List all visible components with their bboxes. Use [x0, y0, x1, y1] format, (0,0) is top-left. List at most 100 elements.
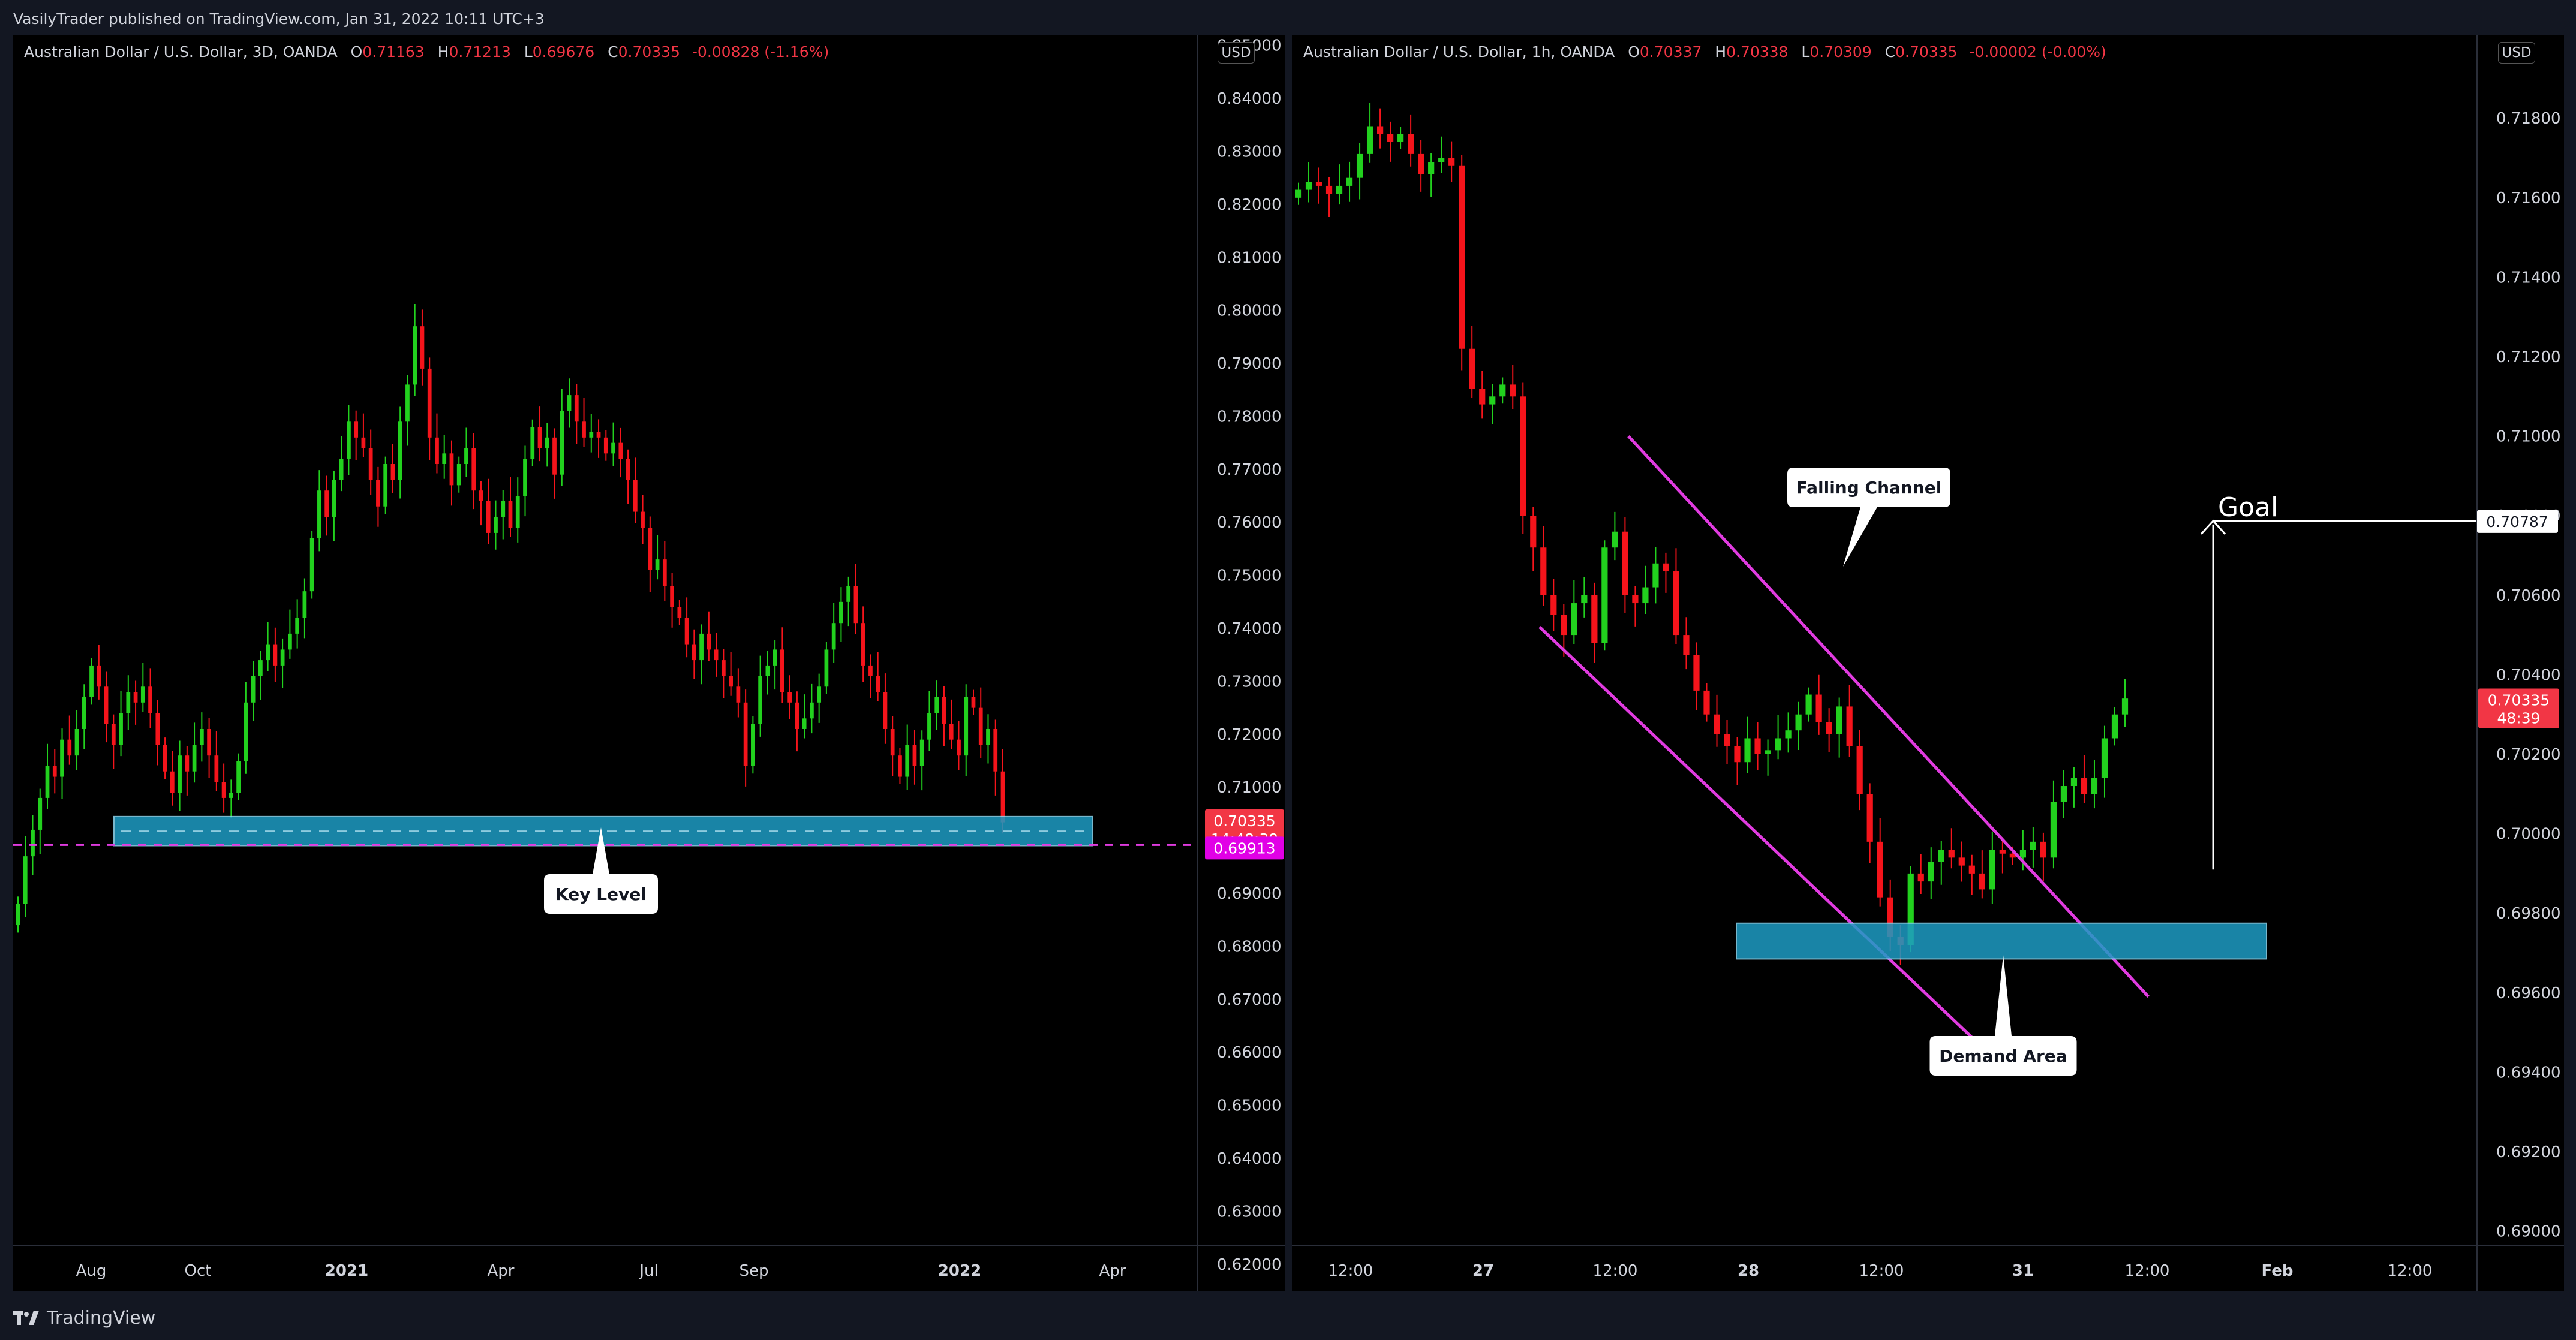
candle	[508, 501, 513, 528]
y-tick-label: 0.78000	[1217, 408, 1282, 426]
currency-badge[interactable]: USD	[2498, 42, 2535, 64]
candle	[2121, 698, 2129, 715]
candle	[949, 724, 954, 740]
candle	[1683, 635, 1690, 655]
candle	[1714, 714, 1720, 734]
candle	[1663, 563, 1669, 572]
candle	[589, 432, 594, 438]
y-tick-label: 0.70400	[2496, 666, 2561, 684]
candle	[729, 676, 733, 687]
footer-brand[interactable]: TradingView	[13, 1302, 155, 1333]
publisher-line: VasilyTrader published on TradingView.co…	[13, 10, 545, 28]
candle	[155, 713, 160, 745]
candle	[1805, 694, 1812, 715]
candle	[1887, 897, 1893, 937]
candle	[626, 459, 630, 480]
candle	[2070, 778, 2078, 787]
legend-close: 0.70335	[1895, 43, 1958, 61]
candle	[1428, 162, 1435, 174]
candle	[890, 728, 895, 756]
x-tick-label: 12:00	[1859, 1262, 1904, 1280]
candle	[1489, 396, 1496, 405]
y-tick-label: 0.63000	[1217, 1203, 1282, 1221]
chart-canvas-1h[interactable]: Goal Falling Channel Demand Area 0.71800 0.7…	[1292, 35, 2564, 1291]
candle	[420, 326, 425, 369]
y-tick-label: 0.71800	[2496, 110, 2561, 128]
channel-upper-line	[1627, 435, 2150, 998]
candle	[971, 697, 976, 708]
candle	[67, 739, 72, 756]
candle	[942, 697, 946, 724]
y-tick-label: 0.71400	[2496, 269, 2561, 287]
candle	[1459, 165, 1465, 349]
candle	[1928, 861, 1934, 882]
x-tick-label: 2021	[325, 1262, 368, 1280]
candle	[831, 623, 836, 650]
candle	[354, 421, 359, 438]
candle	[148, 686, 152, 713]
candle	[1387, 134, 1394, 143]
candle	[1754, 738, 1761, 754]
candle	[1826, 722, 1832, 734]
candle	[1642, 587, 1649, 604]
candle	[530, 427, 535, 459]
candle	[978, 707, 983, 745]
candle	[398, 421, 402, 480]
candle	[1744, 738, 1751, 763]
candle	[699, 633, 704, 661]
candle	[1673, 571, 1679, 636]
demand-zone	[1736, 922, 2267, 960]
currency-badge[interactable]: USD	[1218, 42, 1255, 64]
candle	[567, 395, 572, 411]
x-tick-label: 12:00	[1328, 1262, 1373, 1280]
candle	[1958, 857, 1965, 866]
candle	[2091, 778, 2098, 794]
chart-canvas-3d[interactable]: Key Level0.850000.840000.830000.820000.8…	[13, 35, 1285, 1291]
candle	[435, 437, 439, 465]
candle	[244, 702, 248, 761]
candle	[912, 745, 917, 766]
candle	[140, 686, 145, 703]
candle	[456, 464, 461, 486]
candle	[2050, 802, 2057, 858]
candle	[199, 728, 204, 745]
candle	[684, 618, 689, 645]
candle	[16, 904, 20, 926]
candle	[1438, 158, 1445, 162]
candle	[1376, 126, 1384, 134]
legend-high: 0.70338	[1726, 43, 1789, 61]
candle	[1877, 841, 1883, 898]
candle	[60, 739, 64, 777]
key-level-callout-text: Key Level	[555, 884, 647, 904]
legend-symbol: Australian Dollar / U.S. Dollar, 3D, OAN…	[24, 43, 338, 61]
y-tick-label: 0.66000	[1217, 1044, 1282, 1062]
candle	[1734, 746, 1741, 763]
candle	[133, 692, 138, 703]
legend-open: 0.70337	[1639, 43, 1702, 61]
candle	[1315, 182, 1322, 186]
y-tick-label: 0.70600	[2496, 587, 2561, 605]
x-tick-label: Apr	[1099, 1262, 1126, 1280]
y-tick-label: 0.80000	[1217, 302, 1282, 320]
candle	[1530, 516, 1537, 548]
candle	[185, 755, 190, 772]
candle	[861, 623, 865, 666]
channel-lower-line	[1538, 626, 1993, 1058]
candle	[1968, 865, 1975, 874]
tradingview-logo-icon	[13, 1311, 39, 1325]
candle	[413, 326, 417, 385]
x-tick-label: 12:00	[2388, 1262, 2433, 1280]
candle	[964, 697, 969, 756]
candle	[596, 432, 601, 438]
candle	[163, 745, 167, 772]
x-tick-label: Jul	[638, 1262, 658, 1280]
x-tick-label: 12:00	[2125, 1262, 2170, 1280]
chart-panel-1h[interactable]: Goal Falling Channel Demand Area 0.71800 0.7…	[1292, 35, 2564, 1291]
candle	[552, 437, 557, 475]
candle	[449, 453, 454, 486]
y-tick-label: 0.69400	[2496, 1064, 2561, 1082]
chart-panel-3d[interactable]: Key Level0.850000.840000.830000.820000.8…	[13, 35, 1285, 1291]
x-tick-label: Feb	[2262, 1262, 2294, 1280]
y-tick-label: 0.84000	[1217, 90, 1282, 108]
y-tick-label: 0.65000	[1217, 1097, 1282, 1115]
